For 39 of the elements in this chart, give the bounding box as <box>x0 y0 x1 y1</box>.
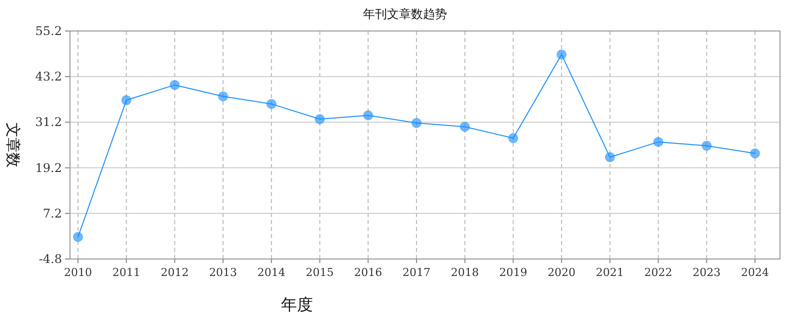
point <box>266 98 276 109</box>
point <box>170 80 180 90</box>
point <box>508 133 518 144</box>
x-tick-label: 2021 <box>596 266 624 279</box>
x-tick-label: 2018 <box>450 266 479 279</box>
x-tick-label: 2010 <box>64 266 92 279</box>
x-tick-label: 2011 <box>112 266 140 279</box>
x-tick-label: 2022 <box>644 266 672 279</box>
chart-title: 年刊文章数趋势 <box>363 7 447 21</box>
point <box>604 152 615 162</box>
y-axis-title: 文章数 <box>4 122 22 168</box>
point <box>556 50 567 60</box>
x-tick-label: 2012 <box>160 266 189 279</box>
point <box>750 148 760 158</box>
x-tick-label: 2023 <box>692 266 721 279</box>
x-tick-label: 2024 <box>741 266 769 279</box>
point <box>73 232 83 242</box>
point <box>363 110 374 120</box>
x-tick-label: 2017 <box>402 266 430 279</box>
point <box>218 91 228 102</box>
point <box>653 136 664 147</box>
y-tick-label: 7.2 <box>42 206 62 220</box>
x-tick-label: 2013 <box>209 266 238 279</box>
x-tick-label: 2020 <box>548 266 576 279</box>
point <box>460 122 470 132</box>
y-tick-label: 19.2 <box>35 160 62 175</box>
y-tick-label: 55.2 <box>35 24 62 38</box>
point <box>121 95 132 106</box>
x-tick-label: 2015 <box>306 266 334 279</box>
point <box>412 118 422 128</box>
point <box>702 140 712 151</box>
x-tick-label: 2014 <box>257 266 286 279</box>
x-tick-label: 2019 <box>499 266 528 279</box>
y-tick-label: 31.2 <box>35 115 62 130</box>
y-tick-label: -4.8 <box>38 252 62 266</box>
point <box>314 114 325 124</box>
x-tick-label: 2016 <box>354 266 382 279</box>
x-axis-title: 年度 <box>281 295 313 314</box>
y-tick-label: 43.2 <box>35 70 62 84</box>
